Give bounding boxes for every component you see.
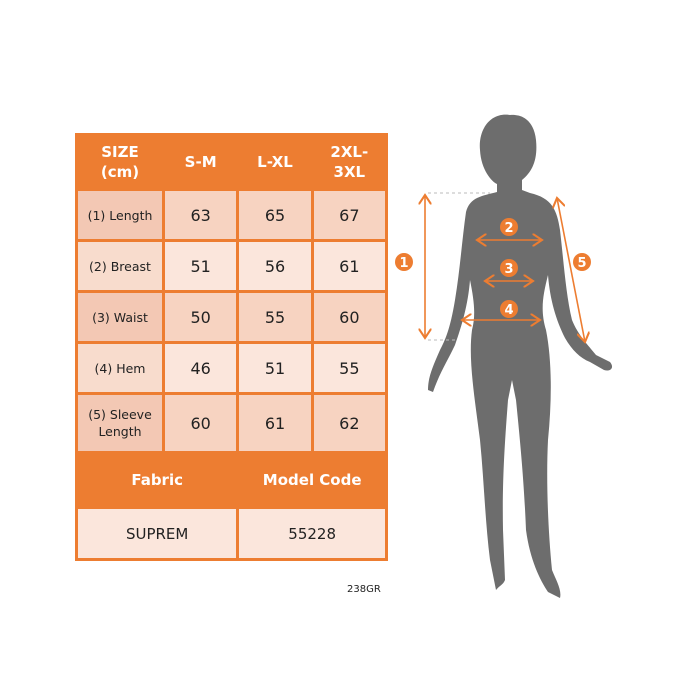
row-label: (5) Sleeve Length bbox=[75, 392, 165, 454]
cell: 61 bbox=[236, 392, 314, 454]
header-row: SIZE (cm) S-M L-XL 2XL- 3XL bbox=[75, 133, 389, 191]
marker-2: 2 bbox=[504, 221, 513, 236]
cell: 51 bbox=[236, 341, 314, 395]
footer-header-row: Fabric Model Code bbox=[74, 451, 388, 509]
table-row: (3) Waist 50 55 60 bbox=[75, 290, 389, 344]
woman-silhouette bbox=[428, 114, 613, 598]
header-model-code: Model Code bbox=[236, 451, 388, 509]
marker-5: 5 bbox=[577, 256, 586, 271]
table-row: (1) Length 63 65 67 bbox=[75, 188, 389, 242]
product-code: 238GR bbox=[347, 584, 381, 595]
cell: 61 bbox=[310, 239, 389, 293]
cell: 67 bbox=[310, 188, 389, 242]
marker-3: 3 bbox=[504, 262, 513, 277]
cell: 60 bbox=[161, 392, 240, 454]
header-l-xl: L-XL bbox=[236, 133, 314, 191]
row-label: (4) Hem bbox=[75, 341, 165, 395]
footer-row: SUPREM 55228 bbox=[74, 506, 388, 561]
cell: 63 bbox=[161, 188, 240, 242]
table-row: (2) Breast 51 56 61 bbox=[75, 239, 389, 293]
cell: 46 bbox=[161, 341, 240, 395]
row-label: (3) Waist bbox=[75, 290, 165, 344]
cell: 65 bbox=[236, 188, 314, 242]
sleeve-line bbox=[557, 198, 585, 342]
cell: 55 bbox=[310, 341, 389, 395]
marker-1: 1 bbox=[399, 256, 408, 271]
cell: 60 bbox=[310, 290, 389, 344]
header-fabric: Fabric bbox=[74, 451, 240, 509]
cell: 55 bbox=[236, 290, 314, 344]
row-label: (1) Length bbox=[75, 188, 165, 242]
row-label: (2) Breast bbox=[75, 239, 165, 293]
header-s-m: S-M bbox=[161, 133, 240, 191]
header-2xl-3xl: 2XL- 3XL bbox=[310, 133, 389, 191]
model-code-value: 55228 bbox=[236, 506, 388, 561]
measurement-markers: 1 2 3 4 5 bbox=[395, 218, 591, 318]
marker-4: 4 bbox=[504, 303, 513, 318]
measurement-lines bbox=[425, 195, 585, 342]
table-row: (4) Hem 46 51 55 bbox=[75, 341, 389, 395]
size-chart-table: SIZE (cm) S-M L-XL 2XL- 3XL (1) Length 6… bbox=[74, 133, 389, 561]
cell: 50 bbox=[161, 290, 240, 344]
cell: 51 bbox=[161, 239, 240, 293]
cell: 56 bbox=[236, 239, 314, 293]
header-size: SIZE (cm) bbox=[75, 133, 165, 191]
fabric-value: SUPREM bbox=[74, 506, 240, 561]
table-row: (5) Sleeve Length 60 61 62 bbox=[75, 392, 389, 454]
cell: 62 bbox=[310, 392, 389, 454]
